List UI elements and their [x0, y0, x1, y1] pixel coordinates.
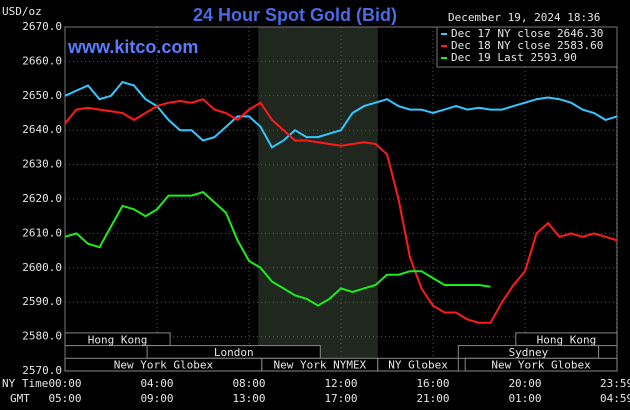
session-label: Sydney: [509, 346, 549, 359]
x-tick-label: 12:00: [324, 377, 357, 390]
brand: www.kitco.com: [67, 37, 198, 57]
y-tick-label: 2640.0: [22, 123, 62, 136]
y-tick-label: 2620.0: [22, 192, 62, 205]
legend-entry: Dec 18 NY close 2583.60: [451, 39, 603, 52]
y-tick-label: 2650.0: [22, 89, 62, 102]
x-tick-label: 04:00: [140, 377, 173, 390]
x-tick-label: 23:59: [600, 377, 630, 390]
x2-tick-label: 13:00: [232, 392, 265, 405]
y-tick-label: 2660.0: [22, 54, 62, 67]
session-label: Hong Kong: [88, 333, 148, 346]
x2-tick-label: 05:00: [48, 392, 81, 405]
legend-entry: Dec 19 Last 2593.90: [451, 51, 577, 64]
legend-entry: Dec 17 NY close 2646.30: [451, 27, 603, 40]
y-tick-label: 2630.0: [22, 158, 62, 171]
x2-tick-label: 01:00: [508, 392, 541, 405]
session-box: [64, 332, 171, 347]
y-tick-label: 2610.0: [22, 226, 62, 239]
x-tick-label: 20:00: [508, 377, 541, 390]
session-box: [377, 357, 459, 372]
timestamp: December 19, 2024 18:36: [448, 11, 600, 24]
line-series: [64, 98, 618, 324]
session-label: New York Globex: [114, 359, 214, 372]
x-row-label: NY Time: [2, 377, 48, 390]
x2-row-label: GMT: [10, 392, 30, 405]
x-tick-label: 16:00: [416, 377, 449, 390]
x2-tick-label: 04:59: [600, 392, 630, 405]
y-tick-label: 2670.0: [22, 20, 62, 33]
x-tick-label: 00:00: [48, 377, 81, 390]
session-label: London: [214, 346, 254, 359]
session-label: NY Globex: [388, 359, 448, 372]
session-label: Hong Kong: [537, 333, 597, 346]
y-tick-label: 2580.0: [22, 330, 62, 343]
y-tick-label: 2590.0: [22, 295, 62, 308]
y-tick-label: 2570.0: [22, 364, 62, 377]
x2-tick-label: 21:00: [416, 392, 449, 405]
session-label: New York NYMEX: [273, 359, 366, 372]
x-tick-label: 08:00: [232, 377, 265, 390]
legend-box: [436, 26, 618, 68]
x2-tick-label: 17:00: [324, 392, 357, 405]
unit-label: USD/oz: [2, 5, 42, 18]
chart-title: 24 Hour Spot Gold (Bid): [193, 5, 397, 25]
line-series: [64, 190, 491, 307]
session-box: [464, 357, 618, 372]
x2-tick-label: 09:00: [140, 392, 173, 405]
y-tick-label: 2600.0: [22, 261, 62, 274]
session-label: New York Globex: [491, 359, 591, 372]
